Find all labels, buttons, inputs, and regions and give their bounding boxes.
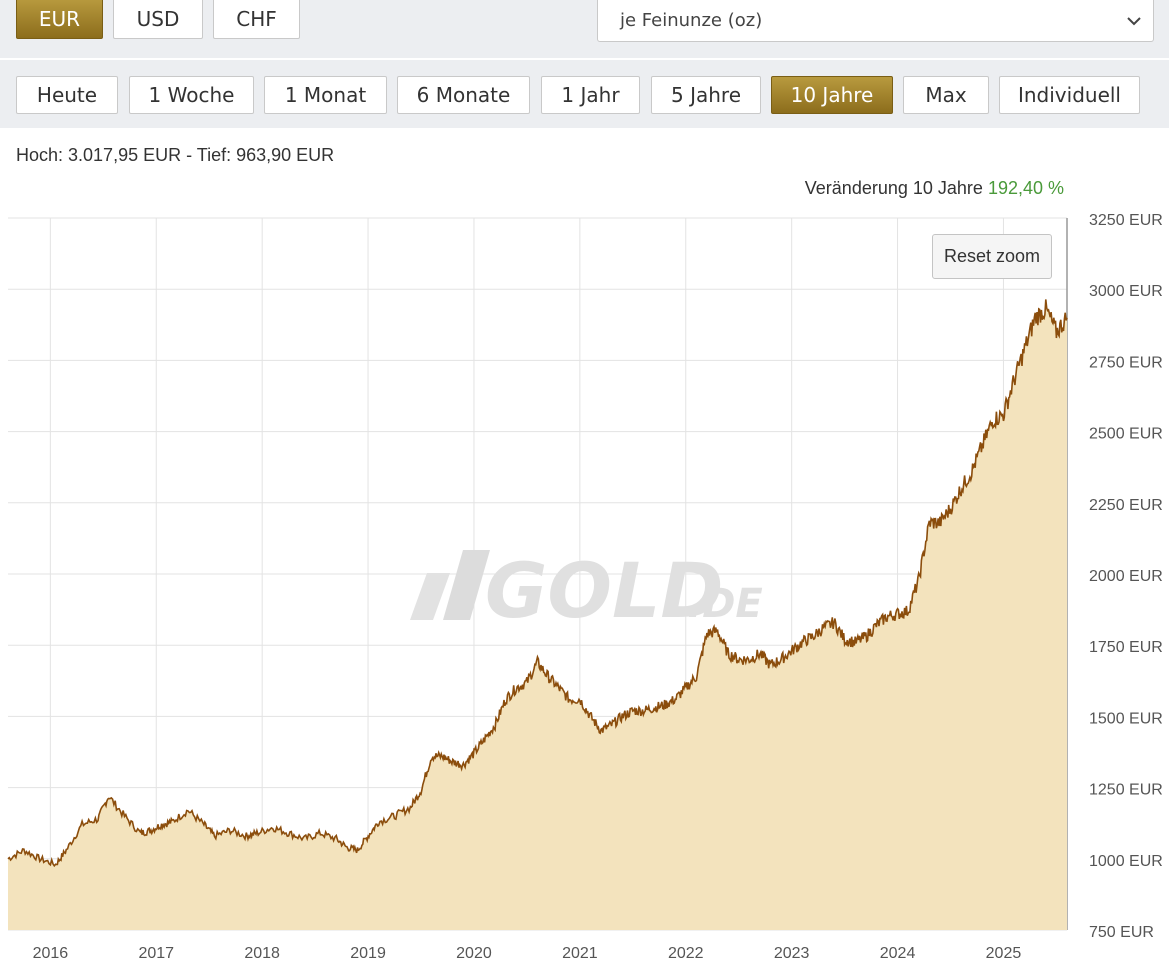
y-tick-label: 3000 EUR — [1089, 283, 1163, 300]
y-tick-label: 2250 EUR — [1089, 497, 1163, 514]
high-low-text: Hoch: 3.017,95 EUR - Tief: 963,90 EUR — [16, 145, 335, 165]
y-tick-label: 750 EUR — [1089, 924, 1154, 941]
chevron-down-icon — [1125, 12, 1143, 35]
y-tick-label: 2500 EUR — [1089, 426, 1163, 443]
x-tick-label: 2023 — [774, 945, 810, 962]
y-axis: 750 EUR 1000 EUR 1250 EUR 1500 EUR 1750 EUR 2… — [1089, 212, 1163, 941]
x-tick-label: 2019 — [350, 945, 386, 962]
x-tick-label: 2021 — [562, 945, 598, 962]
watermark-logo: GOLD .DE — [405, 545, 775, 635]
y-tick-label: 1000 EUR — [1089, 853, 1163, 870]
change-text: Veränderung 10 Jahre 192,40 % — [805, 178, 1064, 199]
y-tick-label: 1250 EUR — [1089, 782, 1163, 799]
x-tick-label: 2018 — [244, 945, 280, 962]
area-layer — [7, 299, 1068, 930]
price-chart: 750 EUR 1000 EUR 1250 EUR 1500 EUR 1750 EUR 2… — [7, 212, 1163, 962]
x-tick-label: 2024 — [880, 945, 916, 962]
divider — [0, 58, 1169, 60]
y-tick-label: 2000 EUR — [1089, 568, 1163, 585]
price-area — [8, 299, 1067, 930]
x-axis: 2016 2017 2018 2019 2020 2021 2022 2023 2024 2025 — [33, 945, 1022, 962]
x-tick-label: 2020 — [456, 945, 492, 962]
price-line — [7, 299, 1068, 868]
tab-1-jahr[interactable]: 1 Jahr — [541, 76, 640, 114]
unit-select[interactable]: je Feinunze (oz) — [597, 0, 1154, 42]
change-label: Veränderung 10 Jahre — [804, 178, 983, 198]
tab-chf[interactable]: CHF — [213, 0, 300, 39]
tab-usd[interactable]: USD — [113, 0, 203, 39]
svg-text:GOLD: GOLD — [485, 546, 724, 630]
unit-select-value: je Feinunze (oz) — [620, 10, 763, 31]
svg-text:.DE: .DE — [687, 581, 763, 627]
tab-1-woche[interactable]: 1 Woche — [129, 76, 254, 114]
tab-6-monate[interactable]: 6 Monate — [397, 76, 530, 114]
change-value: 192,40 % — [987, 178, 1064, 198]
x-tick-label: 2025 — [986, 945, 1022, 962]
y-tick-label: 1500 EUR — [1089, 710, 1163, 727]
y-tick-label: 3250 EUR — [1089, 212, 1163, 229]
x-tick-label: 2017 — [138, 945, 174, 962]
tab-max[interactable]: Max — [903, 76, 989, 114]
y-tick-label: 2750 EUR — [1089, 354, 1163, 371]
x-tick-label: 2022 — [668, 945, 704, 962]
tab-individuell[interactable]: Individuell — [999, 76, 1140, 114]
tab-5-jahre[interactable]: 5 Jahre — [651, 76, 761, 114]
tab-heute[interactable]: Heute — [16, 76, 118, 114]
reset-zoom-button[interactable]: Reset zoom — [932, 234, 1052, 279]
tab-10-jahre[interactable]: 10 Jahre — [771, 76, 893, 114]
tab-1-monat[interactable]: 1 Monat — [264, 76, 387, 114]
y-tick-label: 1750 EUR — [1089, 639, 1163, 656]
x-tick-label: 2016 — [33, 945, 69, 962]
tab-eur[interactable]: EUR — [16, 0, 103, 39]
